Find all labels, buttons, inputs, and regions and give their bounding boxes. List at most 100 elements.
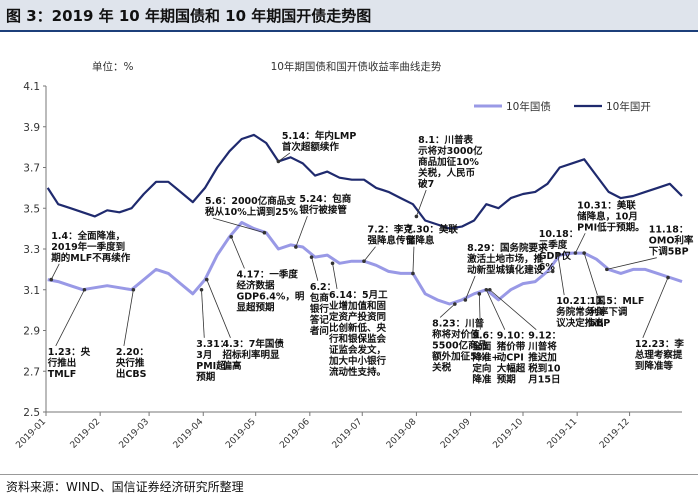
annotation-text-2: TMLF (48, 369, 76, 380)
annotation-text-11: 业增加值和固 (329, 300, 386, 312)
annotation-text-1: 1.4：全面降准， (51, 230, 125, 242)
annotation-text-21: 10.21：国 (556, 296, 605, 307)
annotation-text-15: 额外加征5% (432, 350, 487, 362)
annotation-text-11: 6.14：5月工 (329, 290, 388, 301)
annotation-dot (582, 251, 586, 255)
annotation-dot (362, 259, 366, 264)
legend-label-1: 10年国债 (506, 100, 551, 113)
x-tick-label: 2019-11 (546, 417, 580, 451)
annotation-leader (50, 263, 60, 280)
annotation-text-17: 降准 (472, 374, 492, 386)
annotation-text-17: 9.6： (472, 331, 498, 342)
annotation-text-19: 推迟加 (528, 352, 557, 364)
legend-label-2: 10年国开 (606, 100, 651, 113)
annotation-text-23: 11.5：MLF (589, 296, 644, 307)
series-line-2 (46, 133, 683, 230)
annotation-text-13: 7.30：美联 (406, 224, 458, 236)
annotation-leader (485, 289, 506, 330)
annotation-text-10: 答记 (309, 314, 330, 326)
annotation-leader (478, 293, 481, 330)
annotation-leader (123, 289, 134, 347)
annotation-text-5: 招标利率明显 (222, 349, 280, 361)
annotation-text-24: 下调5BP (649, 246, 689, 258)
unit-label: 单位：% (92, 60, 133, 73)
annotation-text-4: 预期 (196, 371, 215, 383)
annotation-text-9: 5.24：包商 (299, 193, 351, 205)
annotation-text-1: 2019年一季度到 (51, 241, 125, 253)
figure-title: 图 3：2019 年 10 年期国债和 10 年期国开债走势图 (6, 7, 372, 25)
annotation-text-6: GDP6.4%，明 (236, 292, 304, 303)
annotation-dot (550, 269, 555, 274)
annotation-text-11: 定资产投资同 (328, 311, 386, 323)
annotation-leader (575, 233, 586, 254)
source-divider (0, 474, 698, 475)
annotation-text-13: 储降息 (406, 235, 435, 247)
annotation-text-22: 10.31：美联 (577, 199, 636, 211)
annotation-text-21: 议决定推出 (556, 317, 604, 329)
annotation-text-3: 出CBS (116, 368, 147, 380)
annotation-leader (311, 257, 319, 281)
annotation-text-17: 降准+ (472, 352, 499, 364)
annotation-text-3: 2.20： (116, 347, 149, 358)
annotation-text-14: 示将对3000亿 (418, 145, 483, 157)
annotation-text-18: 猪价带 (496, 341, 526, 353)
annotation-text-6: 4.17：一季度 (236, 269, 298, 281)
annotation-dot (453, 302, 457, 306)
chart-title: 10年期国债和国开债收益率曲线走势 (271, 60, 442, 73)
annotation-dot (204, 277, 209, 282)
annotation-leader (642, 277, 669, 338)
annotation-text-4: 3月 (196, 350, 212, 361)
annotation-text-16: 激活土地市场，推 (467, 253, 544, 265)
annotation-dot (414, 214, 419, 219)
annotation-text-19: 税到10 (528, 363, 561, 375)
annotation-leader (606, 257, 657, 270)
annotation-text-24: 11.18： (649, 225, 689, 236)
annotation-text-14: 商品加征10% (418, 156, 479, 168)
annotation-text-3: 央行推 (116, 357, 145, 369)
annotation-text-16: 8.29：国务院要求 (467, 242, 548, 254)
annotation-leader (439, 303, 456, 318)
annotation-text-22: 储降息，10月 (577, 210, 638, 222)
annotation-text-10: 包商 (309, 292, 330, 304)
annotation-text-20: GDP仅 (539, 250, 572, 262)
x-tick-label: 2019-12 (598, 417, 632, 451)
y-tick-label: 3.5 (23, 203, 40, 215)
y-tick-label: 3.1 (23, 285, 40, 297)
annotation-dot (49, 277, 54, 282)
annotation-text-17: 定向 (471, 363, 491, 375)
annotation-text-18: 9.10： (497, 331, 530, 342)
annotation-leader (464, 275, 476, 301)
annotation-text-2: 行推出 (47, 357, 77, 369)
annotation-text-20: 三季度 (539, 239, 568, 251)
x-tick-label: 2019-06 (278, 417, 312, 451)
annotation-leader (416, 189, 427, 217)
annotation-text-20: 10.18： (539, 229, 579, 240)
annotation-text-14: 破7 (418, 178, 434, 190)
annotation-dot (463, 298, 468, 302)
annotation-dot (556, 253, 560, 257)
x-tick-label: 2019-09 (439, 417, 473, 451)
annotation-text-19: 川普将 (527, 341, 557, 353)
annotation-dot (330, 261, 335, 266)
annotation-text-6: 显超预期 (236, 302, 274, 314)
annotation-text-10: 银行 (310, 303, 330, 315)
annotation-leader (489, 289, 537, 330)
annotation-text-10: 者问 (309, 325, 329, 337)
annotation-text-11: 流动性支持。 (329, 366, 386, 378)
annotation-dot (131, 287, 136, 292)
annotation-leader (278, 152, 291, 162)
annotation-leader (363, 246, 376, 262)
annotation-dot (573, 251, 578, 255)
annotation-text-8: 5.14：年内LMP (282, 130, 356, 142)
annotation-leader (55, 289, 85, 347)
annotation-text-16: 动新型城镇化建设 (467, 264, 544, 276)
x-tick-label: 2019-08 (385, 417, 419, 451)
annotation-dot (411, 271, 415, 276)
annotation-dot (666, 275, 670, 280)
x-tick-label: 2019-07 (331, 417, 365, 451)
y-tick-label: 2.5 (23, 407, 40, 419)
x-tick-label: 2019-05 (224, 417, 258, 451)
annotation-text-11: 行和银保监会 (328, 333, 387, 345)
annotation-text-25: 到降准等 (635, 360, 674, 372)
